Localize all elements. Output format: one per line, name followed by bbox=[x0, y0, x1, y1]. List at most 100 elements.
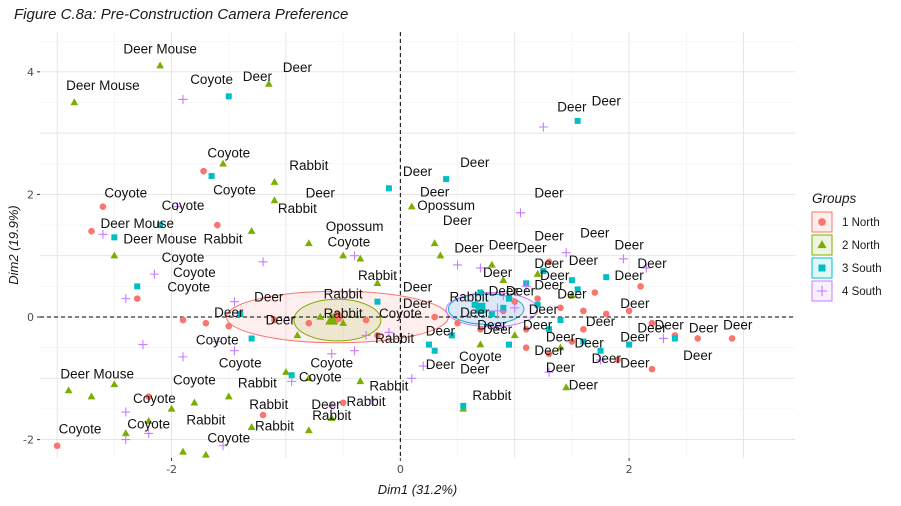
data-point bbox=[418, 361, 428, 371]
data-point bbox=[602, 310, 610, 318]
point-label: Rabbit bbox=[255, 418, 294, 433]
data-point bbox=[374, 332, 381, 339]
legend-label: 1 North bbox=[842, 217, 880, 229]
legend-label: 2 North bbox=[842, 240, 880, 252]
data-point bbox=[99, 203, 107, 210]
data-point bbox=[271, 316, 278, 324]
data-point bbox=[172, 202, 182, 212]
data-point bbox=[476, 340, 485, 348]
point-label: Deer bbox=[477, 317, 507, 332]
point-label: Coyote bbox=[173, 372, 216, 387]
data-point bbox=[385, 185, 392, 192]
data-point bbox=[384, 327, 394, 337]
data-point bbox=[157, 222, 164, 229]
data-point bbox=[178, 94, 188, 104]
point-label: Deer bbox=[460, 155, 490, 170]
data-point bbox=[515, 208, 525, 218]
data-point bbox=[568, 291, 576, 299]
data-point bbox=[443, 176, 450, 183]
data-point bbox=[506, 295, 513, 302]
point-label: Deer bbox=[254, 290, 284, 305]
point-label: Deer bbox=[403, 296, 433, 311]
data-point bbox=[98, 229, 108, 239]
point-label: Deer bbox=[483, 322, 513, 337]
point-label: Coyote bbox=[167, 279, 210, 294]
data-point bbox=[534, 301, 541, 308]
data-point bbox=[110, 380, 119, 388]
data-point bbox=[580, 338, 587, 345]
data-point bbox=[568, 277, 575, 284]
data-point bbox=[362, 316, 370, 324]
data-point bbox=[562, 383, 571, 391]
data-point bbox=[287, 376, 297, 386]
point-label: Deer bbox=[569, 253, 599, 268]
data-point bbox=[533, 269, 542, 277]
data-point bbox=[521, 281, 531, 291]
point-label: Deer bbox=[689, 320, 719, 335]
point-label: Deer bbox=[306, 185, 336, 200]
point-label: Rabbit bbox=[358, 268, 397, 283]
point-label: Deer bbox=[489, 238, 519, 253]
point-label: Rabbit bbox=[324, 287, 363, 302]
data-point bbox=[229, 346, 239, 356]
point-label: Deer Mouse bbox=[123, 231, 197, 246]
point-label: Deer bbox=[620, 355, 650, 370]
data-point bbox=[453, 260, 463, 270]
data-point bbox=[477, 289, 484, 296]
data-point bbox=[648, 319, 656, 327]
data-point bbox=[367, 395, 377, 405]
data-point bbox=[144, 417, 153, 424]
y-tick-label: 4 bbox=[27, 66, 34, 79]
data-point bbox=[88, 227, 95, 235]
data-point bbox=[327, 401, 337, 411]
point-label: Rabbit bbox=[375, 331, 414, 346]
data-point bbox=[144, 428, 154, 438]
point-label: Coyote bbox=[207, 146, 250, 161]
data-point bbox=[534, 295, 541, 302]
point-label: Deer Mouse bbox=[66, 78, 140, 93]
data-point bbox=[574, 117, 581, 124]
point-label: Deer bbox=[443, 213, 473, 228]
data-point bbox=[305, 319, 313, 327]
data-point bbox=[545, 258, 553, 266]
data-point bbox=[259, 411, 267, 419]
data-point bbox=[568, 338, 576, 345]
data-point bbox=[597, 347, 604, 354]
data-point bbox=[522, 344, 530, 351]
reference-lines bbox=[40, 32, 795, 458]
data-points bbox=[53, 61, 736, 458]
data-point bbox=[350, 346, 360, 356]
point-label: Deer Mouse bbox=[60, 366, 134, 381]
data-point bbox=[167, 404, 176, 412]
point-label: Deer bbox=[569, 377, 599, 392]
data-point bbox=[431, 347, 438, 354]
data-point bbox=[225, 322, 233, 330]
point-label: Deer bbox=[614, 268, 644, 283]
point-label: Deer bbox=[614, 238, 644, 253]
data-point bbox=[264, 79, 273, 87]
data-point bbox=[728, 335, 736, 342]
point-label: Deer bbox=[580, 225, 610, 240]
point-label: Rabbit bbox=[449, 290, 488, 305]
point-label: Rabbit bbox=[249, 397, 288, 412]
data-point bbox=[510, 331, 519, 339]
point-label: Coyote bbox=[190, 72, 233, 87]
point-label: Coyote bbox=[127, 417, 170, 432]
y-tick-label: 2 bbox=[27, 188, 34, 201]
point-label: Deer bbox=[489, 284, 519, 299]
legend-marker bbox=[818, 264, 826, 272]
point-label: Rabbit bbox=[289, 158, 328, 173]
data-point bbox=[500, 304, 507, 311]
point-label: Deer bbox=[637, 256, 667, 271]
point-label: Rabbit bbox=[324, 306, 363, 321]
point-label: Coyote bbox=[219, 355, 262, 370]
data-point bbox=[546, 326, 553, 333]
point-label: Deer bbox=[637, 320, 667, 335]
legend-marker bbox=[818, 218, 826, 226]
point-label: Deer bbox=[283, 60, 313, 75]
point-label: Deer bbox=[557, 287, 587, 302]
data-point bbox=[327, 413, 336, 421]
data-point bbox=[658, 333, 668, 343]
point-label: Deer bbox=[574, 336, 604, 351]
